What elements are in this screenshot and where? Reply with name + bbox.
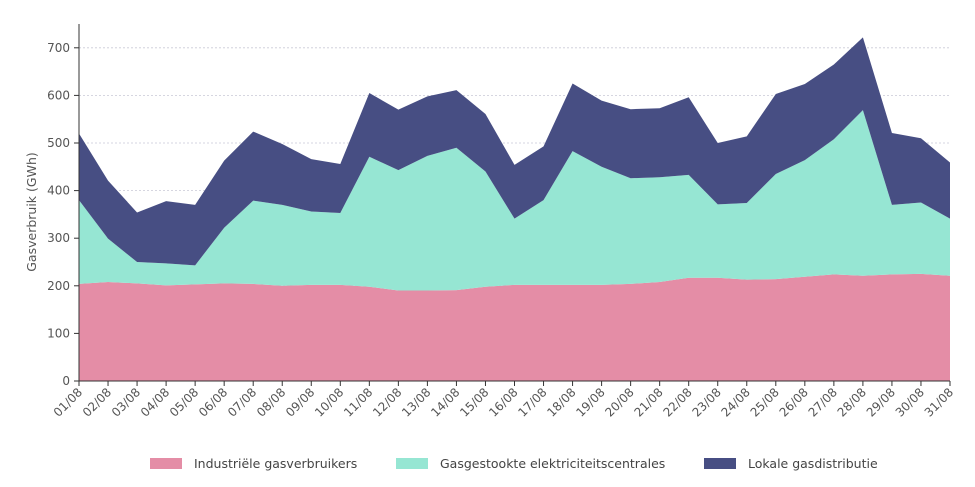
area-series-2 [79,110,950,291]
legend-item-2: Gasgestookte elektriciteitscentrales [396,456,665,471]
x-tick-label: 13/08 [399,385,433,419]
x-tick-label: 03/08 [109,385,143,419]
x-tick-label: 18/08 [544,385,578,419]
y-tick-label: 0 [62,374,70,388]
legend-item-1: Industriële gasverbruikers [150,456,357,471]
y-tick-label: 600 [47,88,70,102]
legend-label: Gasgestookte elektriciteitscentrales [440,456,665,471]
x-tick-label: 20/08 [602,385,636,419]
y-tick-label: 700 [47,41,70,55]
x-tick-label: 26/08 [777,385,811,419]
x-tick-label: 11/08 [341,385,375,419]
legend-swatch [150,458,182,469]
legend-swatch [704,458,736,469]
areas [79,37,950,381]
x-tick-label: 01/08 [51,385,85,419]
x-tick-label: 29/08 [864,385,898,419]
x-tick-label: 17/08 [515,385,549,419]
x-tick-label: 30/08 [893,385,927,419]
legend-label: Industriële gasverbruikers [194,456,357,471]
x-tick-label: 19/08 [573,385,607,419]
y-axis-label: Gasverbruik (GWh) [24,152,39,272]
legend-swatch [396,458,428,469]
y-tick-label: 300 [47,231,70,245]
x-tick-label: 22/08 [660,385,694,419]
x-tick-label: 09/08 [283,385,317,419]
area-series-3 [79,37,950,266]
y-tick-label: 500 [47,136,70,150]
area-series-1 [79,273,950,381]
y-tick-labels: 0 100 200 300 400 500 600 700 [47,41,70,388]
x-tick-label: 12/08 [370,385,404,419]
x-tick-label: 10/08 [312,385,346,419]
legend: Industriële gasverbruikers Gasgestookte e… [150,456,878,471]
x-tick-label: 15/08 [457,385,491,419]
x-tick-label: 25/08 [748,385,782,419]
axes [74,24,951,386]
x-tick-label: 24/08 [719,385,753,419]
x-tick-label: 02/08 [80,385,114,419]
legend-label: Lokale gasdistributie [748,456,878,471]
y-tick-label: 200 [47,279,70,293]
x-tick-labels: 01/0802/0803/0804/0805/0806/0807/0808/08… [51,385,956,419]
x-tick-label: 28/08 [835,385,869,419]
x-tick-label: 27/08 [806,385,840,419]
y-tick-label: 400 [47,184,70,198]
x-tick-label: 05/08 [167,385,201,419]
x-tick-label: 23/08 [689,385,723,419]
x-tick-label: 07/08 [225,385,259,419]
x-tick-label: 06/08 [196,385,230,419]
x-tick-label: 14/08 [428,385,462,419]
x-tick-label: 04/08 [138,385,172,419]
x-tick-label: 31/08 [922,385,956,419]
y-tick-label: 100 [47,326,70,340]
x-tick-label: 08/08 [254,385,288,419]
x-tick-label: 16/08 [486,385,520,419]
legend-item-3: Lokale gasdistributie [704,456,878,471]
x-tick-label: 21/08 [631,385,665,419]
